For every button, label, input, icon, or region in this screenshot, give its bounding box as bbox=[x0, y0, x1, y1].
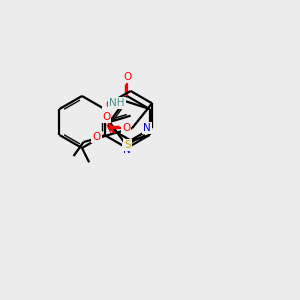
Text: N: N bbox=[123, 145, 131, 155]
Text: N: N bbox=[143, 123, 151, 133]
Text: O: O bbox=[123, 72, 131, 82]
Text: O: O bbox=[102, 112, 110, 122]
Text: O: O bbox=[92, 132, 101, 142]
Text: NH: NH bbox=[110, 98, 125, 108]
Text: N: N bbox=[103, 102, 110, 112]
Text: S: S bbox=[124, 140, 131, 150]
Text: O: O bbox=[105, 100, 114, 110]
Text: O: O bbox=[122, 123, 130, 133]
